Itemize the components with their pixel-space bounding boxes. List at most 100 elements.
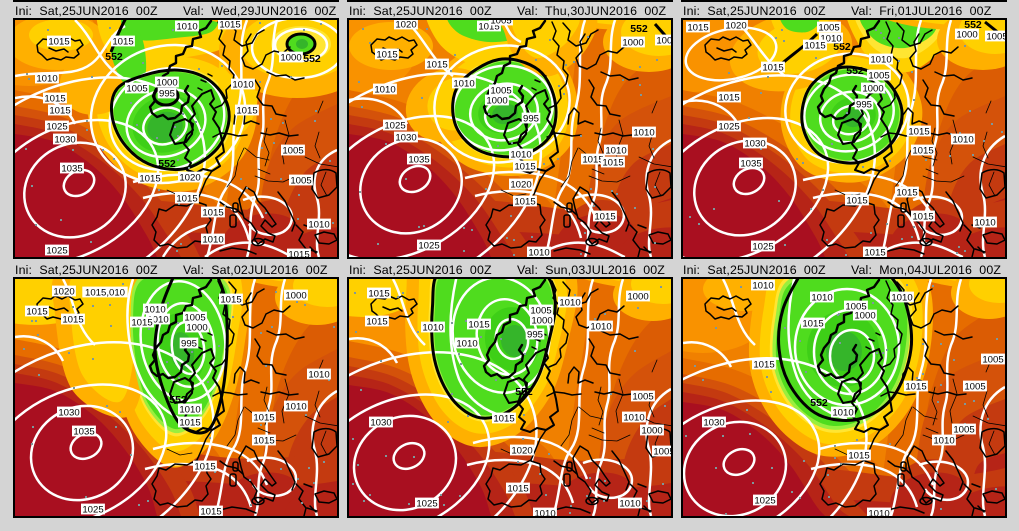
svg-text:1030: 1030 bbox=[370, 418, 391, 429]
svg-text:1025: 1025 bbox=[418, 241, 439, 252]
svg-text:1010: 1010 bbox=[952, 135, 973, 146]
svg-text:1015: 1015 bbox=[493, 414, 514, 425]
svg-text:1000: 1000 bbox=[186, 323, 207, 334]
svg-text:1005: 1005 bbox=[982, 355, 1003, 366]
svg-text:1005: 1005 bbox=[490, 86, 511, 97]
svg-text:1005: 1005 bbox=[653, 447, 671, 458]
svg-text:1000: 1000 bbox=[956, 30, 977, 41]
svg-text:1015: 1015 bbox=[802, 319, 823, 330]
svg-text:1015: 1015 bbox=[253, 436, 274, 447]
svg-text:552: 552 bbox=[630, 23, 648, 35]
svg-text:1025: 1025 bbox=[384, 121, 405, 132]
svg-text:995: 995 bbox=[181, 339, 197, 350]
svg-text:1015: 1015 bbox=[594, 212, 615, 223]
svg-text:552: 552 bbox=[846, 65, 864, 77]
svg-text:1025: 1025 bbox=[718, 122, 739, 133]
svg-text:1015: 1015 bbox=[912, 146, 933, 157]
svg-text:1005: 1005 bbox=[290, 176, 311, 187]
svg-text:1035: 1035 bbox=[740, 159, 761, 170]
svg-text:1015: 1015 bbox=[718, 93, 739, 104]
svg-text:1000: 1000 bbox=[486, 96, 507, 107]
svg-text:1035: 1035 bbox=[61, 164, 82, 175]
svg-text:1000: 1000 bbox=[280, 53, 301, 64]
svg-text:1015: 1015 bbox=[602, 158, 623, 169]
svg-text:1025: 1025 bbox=[46, 122, 67, 133]
svg-text:1020: 1020 bbox=[395, 20, 416, 31]
svg-text:1025: 1025 bbox=[416, 499, 437, 510]
svg-text:552: 552 bbox=[105, 51, 123, 63]
svg-text:1015: 1015 bbox=[368, 289, 389, 300]
svg-text:1015,010: 1015,010 bbox=[85, 288, 125, 299]
svg-text:1005: 1005 bbox=[953, 425, 974, 436]
svg-text:1030: 1030 bbox=[54, 135, 75, 146]
svg-text:1015: 1015 bbox=[582, 155, 603, 166]
svg-text:1000: 1000 bbox=[854, 311, 875, 322]
svg-text:1015: 1015 bbox=[62, 315, 83, 326]
svg-text:1025: 1025 bbox=[82, 505, 103, 516]
svg-text:552: 552 bbox=[810, 397, 828, 409]
svg-text:1015: 1015 bbox=[908, 127, 929, 138]
svg-text:1015: 1015 bbox=[507, 484, 528, 495]
svg-text:1005: 1005 bbox=[656, 36, 671, 47]
svg-text:1020: 1020 bbox=[725, 21, 746, 32]
svg-text:995: 995 bbox=[527, 330, 543, 341]
svg-text:1010: 1010 bbox=[456, 339, 477, 350]
svg-text:1010: 1010 bbox=[933, 436, 954, 447]
svg-text:1005: 1005 bbox=[184, 313, 205, 324]
svg-text:1020: 1020 bbox=[179, 173, 200, 184]
svg-text:1015: 1015 bbox=[426, 60, 447, 71]
svg-text:1010: 1010 bbox=[619, 499, 640, 510]
svg-text:1010: 1010 bbox=[605, 146, 626, 157]
svg-text:1020: 1020 bbox=[53, 287, 74, 298]
svg-text:1005: 1005 bbox=[282, 146, 303, 157]
svg-text:1015: 1015 bbox=[846, 196, 867, 207]
svg-text:1015: 1015 bbox=[49, 106, 70, 117]
svg-text:1010: 1010 bbox=[232, 80, 253, 91]
svg-text:995: 995 bbox=[523, 114, 539, 125]
svg-text:552: 552 bbox=[158, 158, 176, 170]
svg-text:552: 552 bbox=[833, 41, 851, 53]
svg-text:1010: 1010 bbox=[590, 322, 611, 333]
svg-text:1000: 1000 bbox=[627, 292, 648, 303]
svg-text:1015: 1015 bbox=[762, 63, 783, 74]
svg-text:1010: 1010 bbox=[308, 370, 329, 381]
svg-text:1015: 1015 bbox=[253, 413, 274, 424]
svg-text:1010: 1010 bbox=[623, 413, 644, 424]
svg-text:1015: 1015 bbox=[176, 194, 197, 205]
svg-text:1010: 1010 bbox=[832, 408, 853, 419]
svg-text:1005: 1005 bbox=[986, 32, 1005, 43]
svg-text:1005: 1005 bbox=[632, 392, 653, 403]
svg-text:1010: 1010 bbox=[891, 293, 912, 304]
svg-text:1015: 1015 bbox=[139, 174, 160, 185]
svg-text:1010: 1010 bbox=[510, 150, 531, 161]
svg-text:1010: 1010 bbox=[752, 281, 773, 292]
svg-text:1015: 1015 bbox=[514, 162, 535, 173]
svg-text:1010: 1010 bbox=[176, 22, 197, 33]
svg-text:1035: 1035 bbox=[408, 155, 429, 166]
svg-text:1015: 1015 bbox=[366, 317, 387, 328]
svg-text:1015: 1015 bbox=[194, 462, 215, 473]
svg-text:1015: 1015 bbox=[687, 23, 708, 34]
svg-text:1000: 1000 bbox=[156, 78, 177, 89]
svg-text:1000: 1000 bbox=[622, 38, 643, 49]
svg-text:1035: 1035 bbox=[73, 427, 94, 438]
svg-text:1000: 1000 bbox=[531, 316, 552, 327]
svg-text:1015: 1015 bbox=[864, 248, 885, 258]
svg-text:1015: 1015 bbox=[44, 94, 65, 105]
svg-text:1015: 1015 bbox=[219, 20, 240, 31]
svg-text:1005: 1005 bbox=[964, 382, 985, 393]
svg-text:1010: 1010 bbox=[528, 248, 549, 258]
svg-text:1015: 1015 bbox=[48, 37, 69, 48]
svg-text:1015: 1015 bbox=[179, 418, 200, 429]
svg-text:552: 552 bbox=[303, 53, 321, 65]
svg-text:1005: 1005 bbox=[868, 71, 889, 82]
svg-text:1025: 1025 bbox=[46, 246, 67, 257]
svg-text:1010: 1010 bbox=[144, 305, 165, 316]
svg-text:1010: 1010 bbox=[179, 405, 200, 416]
svg-text:1010: 1010 bbox=[633, 128, 654, 139]
svg-text:1010: 1010 bbox=[308, 220, 329, 231]
svg-text:1015: 1015 bbox=[288, 250, 309, 258]
svg-text:1010: 1010 bbox=[147, 315, 168, 326]
svg-text:552: 552 bbox=[169, 394, 187, 406]
svg-text:1015: 1015 bbox=[478, 22, 499, 33]
